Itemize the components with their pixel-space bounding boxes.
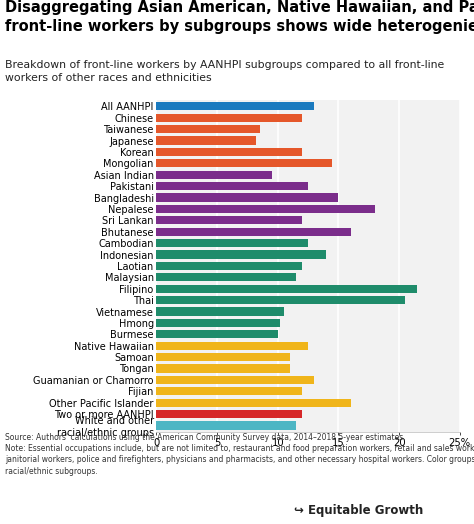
Bar [156, 102, 314, 111]
Bar [156, 193, 338, 202]
Bar [156, 330, 278, 339]
Bar [156, 205, 375, 213]
Bar [156, 227, 351, 236]
Bar [156, 239, 308, 247]
Bar [156, 364, 290, 373]
Bar [156, 159, 332, 168]
Bar [156, 125, 260, 133]
Text: Breakdown of front-line workers by AANHPI subgroups compared to all front-line
w: Breakdown of front-line workers by AANHP… [5, 60, 444, 83]
Bar [156, 216, 302, 224]
Bar [156, 421, 296, 430]
Bar [156, 308, 284, 315]
Text: ↪ Equitable Growth: ↪ Equitable Growth [294, 504, 423, 517]
Bar [156, 114, 302, 122]
Text: Source: Authors' calculations using the American Community Survey data, 2014–201: Source: Authors' calculations using the … [5, 433, 474, 475]
Bar [156, 342, 308, 350]
Bar [156, 136, 256, 145]
Bar [156, 376, 314, 384]
Bar [156, 250, 326, 259]
Bar [156, 296, 405, 304]
Bar [156, 148, 302, 156]
Bar [156, 353, 290, 361]
Bar [156, 262, 302, 270]
Bar [156, 182, 308, 190]
Bar [156, 399, 351, 407]
Bar [156, 410, 302, 418]
Bar [156, 273, 296, 281]
Text: Disaggregating Asian American, Native Hawaiian, and Pacific Islander
front-line : Disaggregating Asian American, Native Ha… [5, 0, 474, 34]
Bar [156, 171, 272, 179]
Bar [156, 387, 302, 396]
Bar [156, 319, 280, 327]
Bar [156, 285, 417, 293]
